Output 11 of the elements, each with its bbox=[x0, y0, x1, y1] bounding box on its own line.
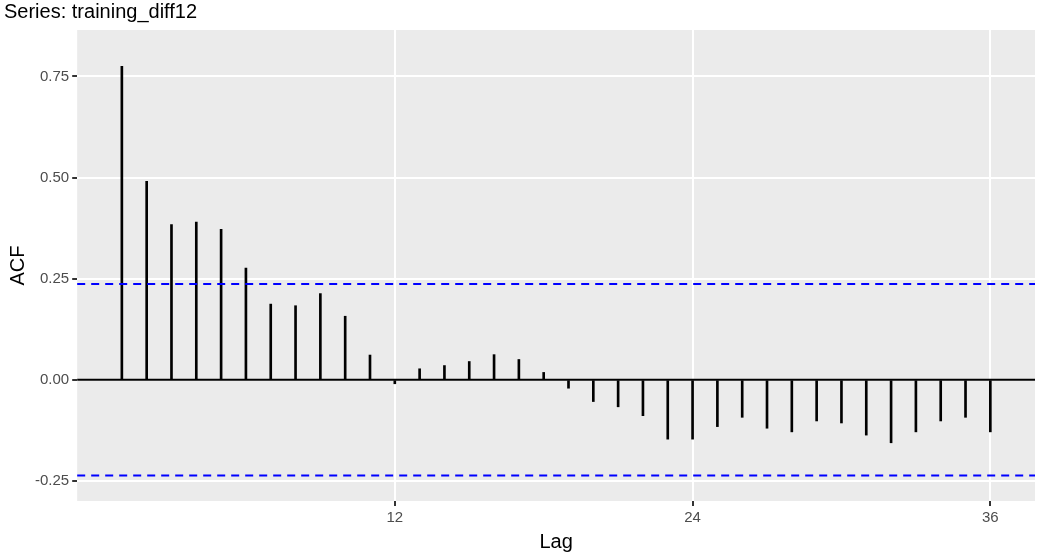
y-tick-label: 0.25 bbox=[39, 268, 70, 286]
y-tick-label: 0.50 bbox=[39, 167, 70, 185]
y-axis-title: ACF bbox=[5, 245, 28, 286]
x-tick-label: 24 bbox=[684, 508, 701, 526]
x-tick-label: 36 bbox=[981, 508, 999, 526]
chart-title: Series: training_diff12 bbox=[4, 0, 198, 23]
x-tick-label: 12 bbox=[386, 508, 404, 526]
y-tick-label: -0.25 bbox=[34, 470, 70, 488]
y-tick-label: 0.75 bbox=[39, 66, 70, 84]
y-tick-label: 0.00 bbox=[39, 369, 70, 387]
x-axis-title: Lag bbox=[539, 529, 573, 552]
